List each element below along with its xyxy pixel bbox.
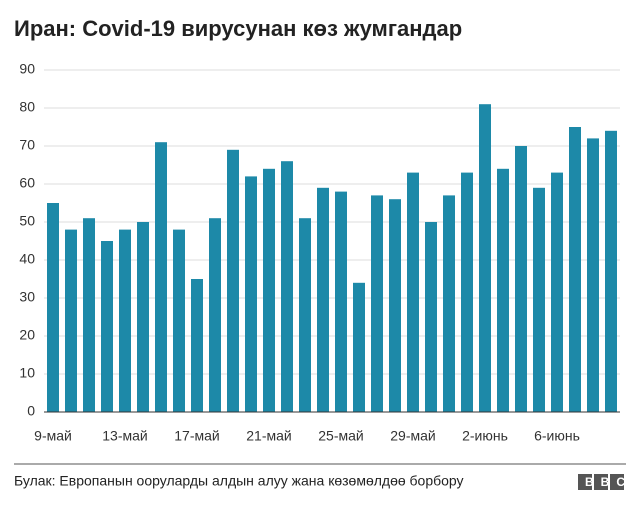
bar — [443, 195, 455, 412]
y-tick-label: 10 — [19, 365, 35, 381]
bar — [65, 229, 77, 412]
bar — [83, 218, 95, 412]
bar — [569, 127, 581, 412]
x-tick-label: 17-май — [174, 428, 219, 444]
bar — [425, 222, 437, 412]
y-tick-label: 80 — [19, 99, 35, 115]
bar — [479, 104, 491, 412]
x-tick-label: 6-июнь — [534, 428, 580, 444]
y-tick-label: 30 — [19, 289, 35, 305]
bar — [245, 176, 257, 412]
x-tick-label: 9-май — [34, 428, 72, 444]
bar — [191, 279, 203, 412]
bar — [47, 203, 59, 412]
bar — [227, 149, 239, 413]
y-tick-label: 90 — [19, 61, 35, 77]
bar — [209, 218, 221, 412]
y-tick-label: 40 — [19, 251, 35, 267]
bar — [389, 199, 401, 412]
y-tick-label: 0 — [27, 403, 35, 419]
logo-boxes — [578, 474, 624, 490]
bar — [497, 168, 509, 412]
source: Булак: Европанын ооруларды алдын алуу жа… — [14, 473, 464, 489]
bar — [119, 229, 131, 412]
bar — [173, 229, 185, 412]
bar — [137, 222, 149, 412]
bar — [515, 146, 527, 412]
bar — [371, 195, 383, 412]
bar — [335, 191, 347, 412]
x-tick-label: 21-май — [246, 428, 291, 444]
bar — [551, 172, 563, 412]
x-tick-label: 25-май — [318, 428, 363, 444]
bar — [155, 142, 167, 412]
bar — [353, 282, 365, 412]
y-tick-label: 70 — [19, 137, 35, 153]
logo: BBC — [585, 475, 632, 489]
bar — [605, 130, 617, 413]
x-tick-label: 2-июнь — [462, 428, 508, 444]
bar — [317, 187, 329, 412]
x-tick-label: 29-май — [390, 428, 435, 444]
bar — [263, 168, 275, 412]
bar — [101, 241, 113, 412]
bar — [587, 138, 599, 412]
bar — [281, 161, 293, 412]
x-tick-label: 13-май — [102, 428, 147, 444]
bar — [461, 172, 473, 412]
y-tick-label: 60 — [19, 175, 35, 191]
bar — [407, 172, 419, 412]
bar — [299, 218, 311, 412]
bar — [533, 187, 545, 412]
chart-title: Иран: Covid-19 вирусунан көз жумгандар — [14, 16, 462, 41]
y-tick-label: 50 — [19, 213, 35, 229]
y-tick-label: 20 — [19, 327, 35, 343]
